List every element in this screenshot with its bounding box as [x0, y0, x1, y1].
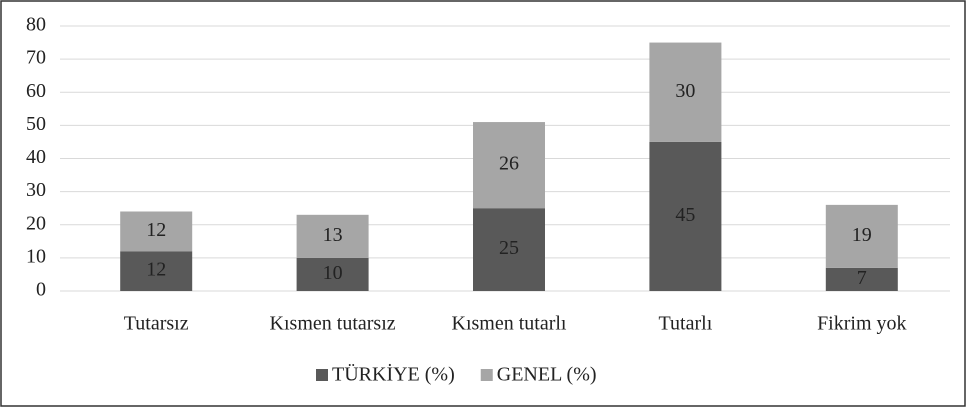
legend-swatch	[480, 369, 493, 381]
bar-segment	[649, 141, 722, 291]
bar-segment	[473, 122, 545, 209]
data-label: 45	[675, 204, 695, 226]
legend-swatch	[316, 369, 328, 381]
y-tick-label: 70	[26, 47, 46, 69]
y-tick-label: 50	[26, 113, 46, 135]
bar-segment	[120, 251, 193, 291]
y-tick-label: 80	[26, 14, 46, 36]
x-tick-label: Fikrim yok	[817, 313, 906, 335]
y-tick-label: 30	[26, 179, 46, 201]
bar-segment	[649, 42, 722, 142]
y-tick-label: 10	[26, 245, 46, 267]
data-label: 19	[852, 224, 872, 246]
x-tick-label: Tutarsız	[124, 313, 189, 335]
data-label: 25	[499, 237, 519, 259]
x-tick-label: Kısmen tutarsız	[270, 313, 396, 335]
bar-segment	[473, 208, 545, 291]
data-label: 10	[323, 262, 343, 284]
bar-segment	[296, 214, 369, 258]
bar-segment	[825, 267, 898, 291]
y-tick-label: 60	[26, 80, 46, 102]
data-label: 13	[323, 224, 343, 246]
data-label: 7	[857, 267, 867, 289]
data-label: 12	[146, 259, 166, 281]
bar-segment	[120, 211, 193, 252]
data-label: 30	[675, 80, 695, 102]
y-tick-label: 40	[26, 146, 46, 168]
x-tick-label: Tutarlı	[659, 313, 713, 335]
x-tick-label: Kısmen tutarlı	[452, 313, 567, 335]
y-tick-label: 20	[26, 212, 46, 234]
legend-label: TÜRKİYE (%)	[332, 363, 455, 386]
bar-segment	[825, 204, 898, 268]
data-label: 12	[146, 219, 166, 241]
data-label: 26	[499, 153, 519, 175]
legend-label: GENEL (%)	[497, 364, 597, 386]
y-tick-label: 0	[36, 279, 46, 301]
bar-segment	[296, 257, 369, 291]
